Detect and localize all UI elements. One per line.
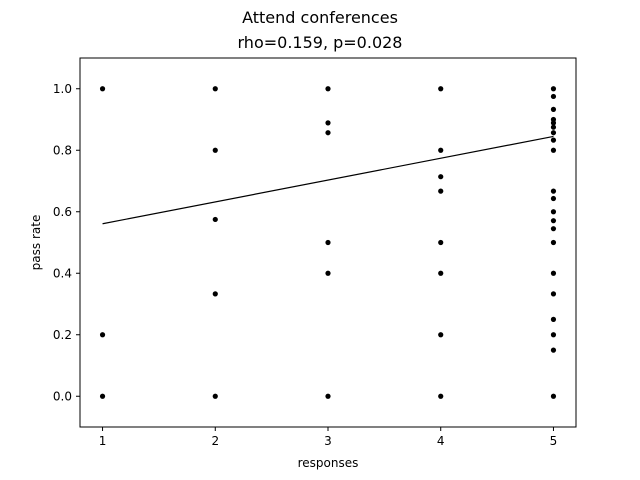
data-point — [550, 124, 557, 130]
x-tick-label: 2 — [211, 434, 219, 448]
data-point — [550, 316, 557, 322]
data-point — [438, 86, 444, 92]
chart-title: Attend conferences — [242, 8, 398, 27]
data-point — [550, 137, 557, 143]
data-point — [550, 147, 557, 153]
data-point — [550, 209, 557, 215]
data-point — [550, 218, 557, 224]
data-point — [212, 393, 218, 399]
data-point — [550, 188, 557, 194]
y-tick-label: 0.8 — [53, 143, 72, 157]
data-point — [550, 332, 557, 338]
data-point — [550, 120, 557, 126]
data-point — [438, 188, 444, 194]
data-point — [212, 86, 218, 92]
y-tick-label: 0.4 — [53, 266, 72, 280]
y-tick-label: 0.0 — [53, 389, 72, 403]
data-point — [325, 86, 331, 92]
data-point — [550, 195, 557, 202]
x-tick-label: 5 — [550, 434, 558, 448]
data-point — [438, 174, 444, 180]
chart-subtitle: rho=0.159, p=0.028 — [237, 33, 403, 52]
data-point — [550, 86, 557, 92]
regression-line — [102, 135, 554, 225]
data-point — [550, 393, 557, 399]
data-point — [550, 226, 557, 232]
y-tick-label: 0.2 — [53, 328, 72, 342]
data-point — [438, 147, 444, 153]
data-point — [212, 216, 218, 223]
data-point — [550, 291, 557, 297]
data-point — [550, 239, 557, 246]
data-point — [325, 130, 331, 136]
data-point — [550, 270, 557, 276]
data-point — [325, 393, 331, 399]
data-point — [99, 393, 106, 399]
data-point — [325, 120, 331, 126]
data-point — [325, 239, 331, 246]
data-point — [438, 332, 444, 338]
data-point — [99, 332, 106, 338]
data-point — [438, 270, 444, 276]
data-point — [212, 291, 218, 297]
x-axis-label: responses — [298, 456, 359, 470]
y-tick-label: 1.0 — [53, 82, 72, 96]
y-axis-label: pass rate — [29, 215, 43, 271]
data-point — [438, 239, 444, 246]
data-point — [550, 130, 557, 136]
data-point — [99, 86, 106, 92]
data-point — [550, 106, 557, 112]
data-point — [550, 93, 557, 100]
data-point — [550, 347, 557, 353]
y-tick-label: 0.6 — [53, 205, 72, 219]
data-point — [325, 270, 331, 276]
data-point — [212, 147, 218, 153]
x-tick-label: 1 — [99, 434, 107, 448]
x-tick-label: 3 — [324, 434, 332, 448]
data-point — [438, 393, 444, 399]
x-tick-label: 4 — [437, 434, 445, 448]
